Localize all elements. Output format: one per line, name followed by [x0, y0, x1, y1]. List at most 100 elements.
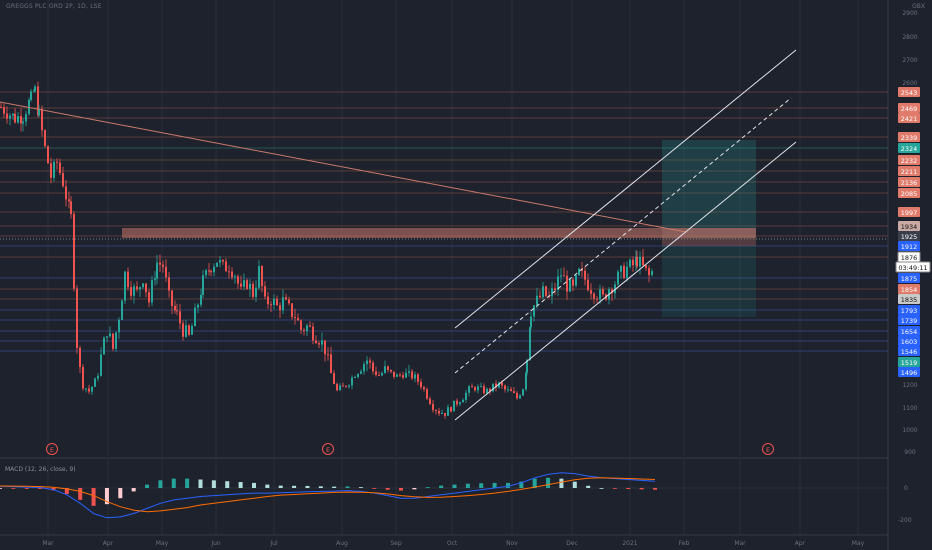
candle-down — [228, 271, 230, 273]
candle-down — [632, 259, 634, 266]
candle-down — [3, 107, 5, 114]
macd-histogram-bar — [292, 485, 297, 488]
macd-histogram-bar — [653, 488, 657, 490]
macd-scale-label: -200 — [898, 517, 912, 524]
price-tag — [898, 305, 920, 315]
candle-down — [165, 266, 167, 278]
price-tag-label: 1875 — [901, 275, 918, 283]
candle-down — [593, 293, 595, 299]
candle-up — [486, 388, 488, 394]
candle-down — [231, 271, 233, 278]
candle-up — [321, 340, 323, 345]
candle-up — [124, 271, 126, 301]
earnings-marker — [762, 443, 774, 455]
candle-down — [342, 385, 344, 387]
candle-up — [255, 287, 257, 297]
macd-histogram-bar — [519, 481, 524, 488]
macd-panel: 0 -200 — [0, 472, 912, 524]
candle-up — [197, 304, 199, 308]
candle-up — [142, 283, 144, 288]
y-tick-label: 2600 — [902, 80, 917, 87]
candle-down — [225, 261, 227, 272]
candle-up — [139, 287, 141, 290]
entry-zone — [662, 239, 756, 317]
price-tag — [898, 207, 920, 217]
price-tag-label: 2085 — [901, 190, 918, 198]
candle-down — [285, 297, 287, 300]
candle-down — [148, 292, 150, 303]
candle-down — [62, 173, 64, 187]
candle-down — [162, 264, 164, 267]
macd-scale-label: 0 — [904, 485, 908, 492]
macd-histogram-bar — [305, 485, 310, 488]
price-tag — [898, 166, 920, 176]
candle-up — [118, 319, 120, 333]
candle-down — [76, 288, 78, 348]
price-tag-label: 1519 — [901, 359, 918, 367]
candle-down — [345, 385, 347, 387]
macd-histogram-bar — [145, 484, 150, 488]
candle-up — [115, 332, 117, 349]
candle-down — [297, 317, 299, 321]
candle-up — [17, 115, 19, 123]
price-tag — [898, 87, 920, 97]
price-tag-label: 2339 — [901, 134, 918, 142]
candle-up — [106, 336, 108, 338]
price-tag-label: 2136 — [901, 179, 918, 187]
candle-down — [584, 270, 586, 280]
candle-up — [243, 280, 245, 287]
candle-up — [614, 284, 616, 294]
price-tag-label: 1854 — [901, 286, 918, 294]
candle-up — [529, 327, 531, 360]
candle-up — [94, 378, 96, 387]
macd-histogram-bar — [599, 488, 604, 489]
candle-up — [507, 389, 509, 391]
macd-indicator-label[interactable]: MACD (12, 26, close, 9) — [5, 466, 76, 473]
x-axis-labels: Mar Apr May Jun Jul Aug Sep Oct Nov Dec 2021 Feb Mar… — [42, 540, 864, 547]
candle-down — [596, 298, 598, 300]
candle-down — [65, 186, 67, 200]
price-tag-label: 1912 — [901, 243, 918, 251]
candle-up — [459, 402, 461, 405]
candle-up — [560, 275, 562, 277]
candle-down — [330, 354, 332, 374]
candle-down — [44, 130, 46, 147]
candle-up — [620, 265, 622, 272]
candle-up — [599, 289, 601, 300]
candle-down — [47, 146, 49, 164]
candle-down — [246, 280, 248, 289]
candle-down — [291, 303, 293, 317]
candle-down — [176, 310, 178, 312]
price-tag-label: 2543 — [901, 89, 918, 97]
candle-up — [384, 366, 386, 374]
candle-up — [396, 374, 398, 377]
candle-up — [348, 385, 350, 387]
candle-up — [492, 383, 494, 392]
candle-down — [642, 256, 644, 266]
candle-up — [441, 413, 443, 415]
candle-up — [557, 276, 559, 291]
price-tag — [898, 367, 920, 377]
earnings-marker — [322, 443, 334, 455]
candle-up — [414, 374, 416, 379]
candle-down — [513, 391, 515, 393]
stop-zone — [662, 228, 756, 246]
candle-up — [339, 385, 341, 391]
price-tag-label: 1546 — [901, 348, 918, 356]
macd-histogram-bar — [505, 482, 510, 488]
candle-up — [91, 386, 93, 392]
candle-up — [468, 386, 470, 393]
candle-up — [480, 386, 482, 388]
candle-down — [300, 320, 302, 330]
macd-histogram-bar — [639, 488, 644, 490]
candle-down — [333, 373, 335, 385]
macd-histogram-bar — [118, 488, 123, 499]
macd-histogram-bar — [11, 488, 16, 489]
macd-histogram-bar — [425, 487, 430, 488]
candle-down — [327, 354, 329, 356]
candle-down — [489, 388, 491, 392]
candle-down — [276, 298, 278, 306]
candle-down — [375, 371, 377, 376]
